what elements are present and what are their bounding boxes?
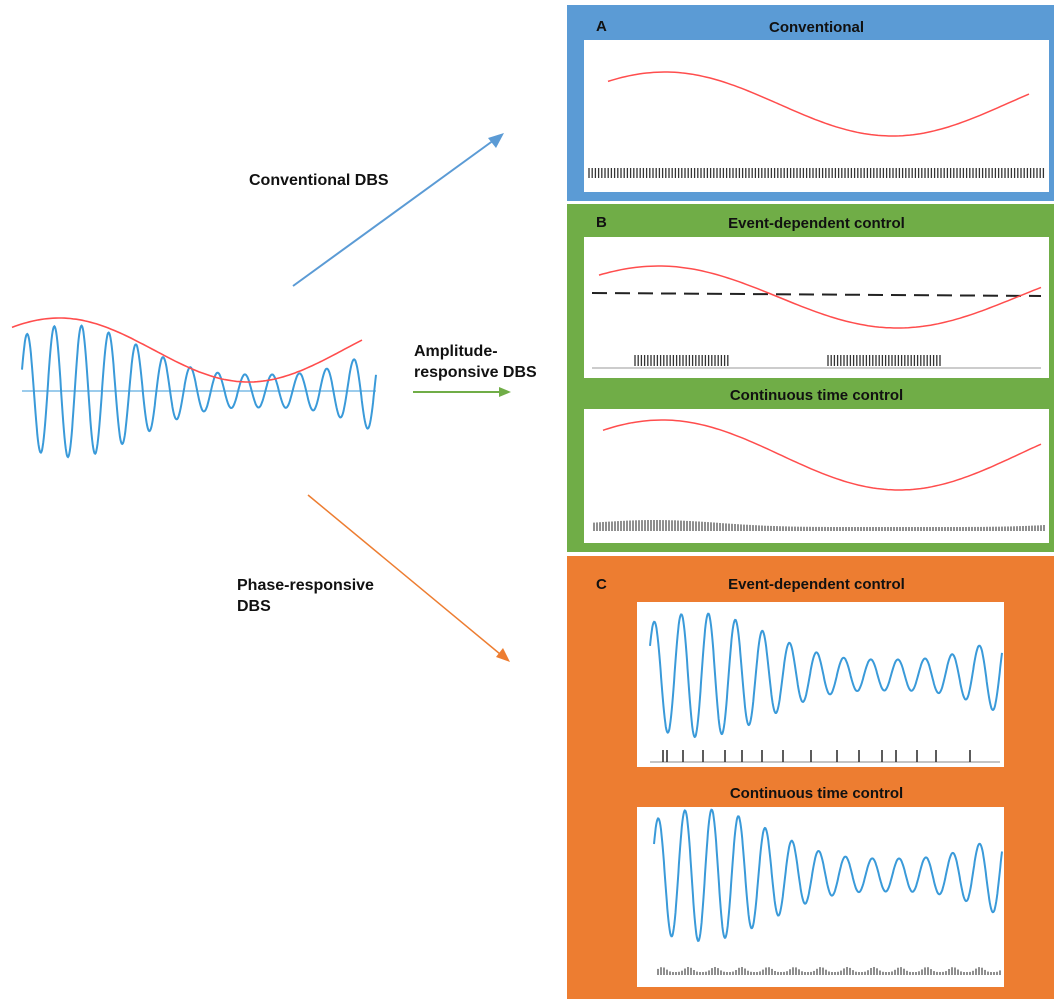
panel-c-top-oscillation (649, 612, 1003, 739)
panel-b-title-bottom: Continuous time control (729, 387, 904, 404)
panel-b-letter: B (596, 214, 607, 231)
oscillation-waveform (21, 324, 377, 459)
panel-b-top-plot (584, 237, 1049, 378)
panel-b-top-envelope (598, 265, 1042, 329)
source-signal (11, 317, 377, 459)
arrow-conventional (292, 133, 504, 287)
panel-b-threshold-line (591, 292, 1042, 297)
panel-a-title: Conventional (768, 19, 864, 36)
panel-b-event-pulses (634, 355, 941, 366)
envelope-curve (11, 317, 363, 383)
panel-b-title-top: Event-dependent control (728, 215, 905, 232)
panel-a-plot (584, 40, 1049, 192)
panel-c-bottom-oscillation (653, 808, 1003, 943)
panel-c-title-bottom: Continuous time control (729, 785, 904, 802)
panel-a-letter: A (596, 18, 607, 35)
panel-c-top-plot (637, 602, 1004, 767)
panel-c-event-pulses (662, 750, 971, 762)
arrow-amplitude (413, 387, 511, 397)
label-phase-dbs: Phase-responsive DBS (237, 577, 374, 615)
panel-c-title-top: Event-dependent control (728, 576, 905, 593)
panel-c-continuous-pulses (657, 967, 1001, 975)
panel-c-bottom-plot (637, 807, 1004, 987)
panel-b-bottom-plot (584, 409, 1049, 543)
label-amplitude-dbs: Amplitude- responsive DBS (414, 343, 537, 381)
panel-c-letter: C (596, 576, 607, 593)
arrow-phase (307, 494, 510, 662)
label-conventional-dbs: Conventional DBS (249, 172, 389, 189)
panel-b-continuous-pulses (593, 520, 1045, 531)
panel-b-bottom-envelope (602, 419, 1042, 491)
panel-a-pulse-train (588, 168, 1045, 178)
panel-a-envelope (607, 71, 1030, 137)
